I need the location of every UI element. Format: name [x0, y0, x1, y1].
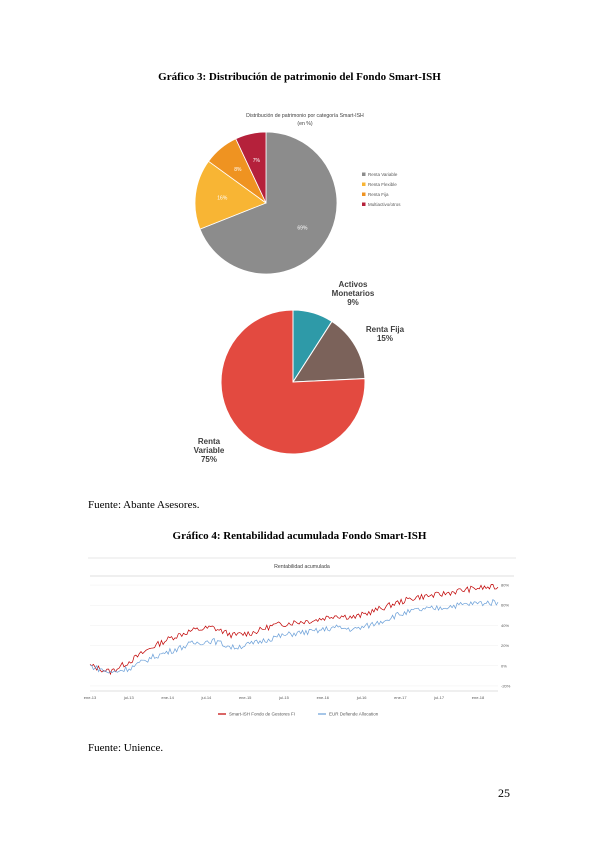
pie1-slice-label: 69% [297, 226, 308, 232]
x-tick-label: jul-15 [278, 695, 290, 700]
chart4-source: Fuente: Unience. [88, 742, 164, 754]
line-x-ticks: ene-13 jul-13 ene-14 jul-14 ene-15 jul-15 ene-… [84, 695, 485, 700]
patrimonio-category-pie-chart: Distribución de patrimonio por categoría… [194, 113, 401, 275]
x-tick-label: ene-18 [472, 695, 485, 700]
x-tick-label: ene-17 [394, 695, 407, 700]
pie1-legend-swatch [362, 172, 366, 176]
x-tick-label: ene-16 [317, 695, 330, 700]
pie1-slice [235, 131, 267, 204]
chart4-caption: Gráfico 4: Rentabilidad acumulada Fondo … [172, 530, 427, 542]
pie1-subtitle: (en %) [297, 121, 313, 127]
line-chart-title: Rentabilidad acumulada [274, 564, 330, 570]
pie2-category-label: Renta [198, 437, 221, 446]
pie2-category-label: Activos [339, 280, 368, 289]
pie2-value-label: 15% [377, 334, 393, 343]
x-tick-label: jul-13 [123, 695, 135, 700]
x-tick-label: jul-16 [356, 695, 368, 700]
x-tick-label: jul-17 [433, 695, 445, 700]
pie2-slices [220, 309, 366, 455]
line-legend: Smart-ISH Fondo de Gestores FI EUR Defien… [218, 712, 379, 717]
line-series-path [89, 599, 499, 674]
line-grid [90, 584, 498, 692]
pie2-slice [220, 309, 366, 455]
pie1-slice [199, 131, 338, 275]
y-tick-label: 60% [501, 603, 509, 608]
pie2-value-label: 9% [347, 298, 359, 307]
pie1-legend-label: Renta Flexible [368, 182, 397, 187]
line-series-path [89, 584, 499, 676]
chart3-caption: Gráfico 3: Distribución de patrimonio de… [158, 71, 441, 83]
pie2-slice [292, 320, 366, 383]
y-tick-label: -20% [501, 683, 511, 688]
y-tick-label: 80% [501, 583, 509, 588]
chart3-source: Fuente: Abante Asesores. [88, 499, 200, 511]
x-tick-label: jul-14 [201, 695, 213, 700]
x-tick-label: ene-14 [161, 695, 174, 700]
pie1-slices: 69% 16% 8% 7% [194, 131, 338, 275]
pie2-value-label: 75% [201, 455, 217, 464]
pie1-legend-swatch [362, 192, 366, 196]
pie1-title: Distribución de patrimonio por categoría… [246, 113, 364, 119]
line-series [89, 584, 499, 676]
pie1-slice [194, 160, 267, 230]
pie1-legend-label: Renta Fija [368, 192, 389, 197]
pie2-category-label: Monetarios [332, 289, 375, 298]
pie2-category-label: Renta Fija [366, 325, 405, 334]
pie1-legend-label: Multiactivo/otros [368, 202, 401, 207]
line-legend-label: Smart-ISH Fondo de Gestores FI [229, 712, 295, 717]
y-tick-label: 40% [501, 623, 509, 628]
pie1-legend-swatch [362, 202, 366, 206]
pie2-category-label: Variable [194, 446, 225, 455]
line-y-ticks: 80% 60% 40% 20% 0% -20% [501, 583, 511, 689]
x-tick-label: ene-13 [84, 695, 97, 700]
pie1-legend: Renta Variable Renta Flexible Renta Fija Mu… [362, 172, 401, 207]
pie1-slice-label: 16% [217, 196, 228, 202]
pie1-legend-swatch [362, 182, 366, 186]
x-tick-label: ene-15 [239, 695, 252, 700]
y-tick-label: 20% [501, 643, 509, 648]
pie1-legend-label: Renta Variable [368, 172, 398, 177]
pie1-slice-label: 8% [234, 167, 242, 173]
cumulative-return-line-chart: Rentabilidad acumulada ene-13 jul-13 ene-1… [84, 557, 516, 717]
page-number: 25 [498, 786, 510, 800]
pie1-slice-label: 7% [253, 158, 261, 164]
y-tick-label: 0% [501, 663, 507, 668]
line-legend-label: EUR Defiende Allocation [329, 712, 379, 717]
